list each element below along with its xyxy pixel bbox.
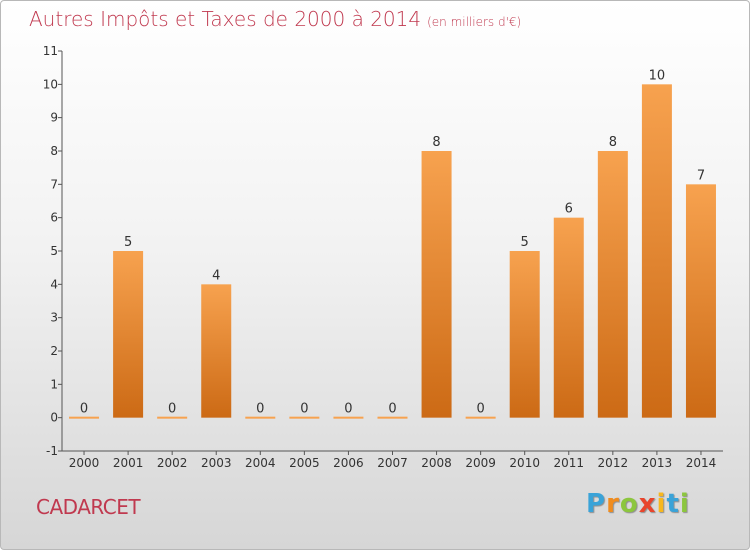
y-tick-label: 3 xyxy=(50,311,58,325)
bar xyxy=(289,416,320,419)
x-tick-label: 2006 xyxy=(333,456,364,470)
y-tick-label: 1 xyxy=(50,377,58,391)
bar xyxy=(333,416,364,419)
x-tick-label: 2012 xyxy=(598,456,629,470)
data-label: 4 xyxy=(212,268,220,283)
data-label: 0 xyxy=(80,402,88,417)
x-tick-label: 2007 xyxy=(377,456,408,470)
chart-subtitle: (en milliers d'€) xyxy=(427,15,522,29)
x-tick-label: 2002 xyxy=(157,456,188,470)
data-label: 0 xyxy=(256,402,264,417)
bar xyxy=(685,184,716,418)
bar xyxy=(509,251,540,418)
data-label: 8 xyxy=(609,135,617,150)
bar xyxy=(553,217,584,418)
x-tick-label: 2010 xyxy=(509,456,540,470)
x-tick-label: 2011 xyxy=(553,456,584,470)
y-tick-label: 2 xyxy=(50,344,58,358)
y-tick-label: 11 xyxy=(43,44,58,58)
bar xyxy=(421,151,452,418)
data-label: 0 xyxy=(344,402,352,417)
bar xyxy=(465,416,496,419)
data-label: 6 xyxy=(565,202,573,217)
data-label: 0 xyxy=(168,402,176,417)
x-tick-label: 2001 xyxy=(113,456,144,470)
y-tick-label: 7 xyxy=(50,177,58,191)
y-tick-label: 5 xyxy=(50,244,58,258)
y-tick-label: 0 xyxy=(50,411,58,425)
data-label: 0 xyxy=(476,402,484,417)
x-tick-label: 2013 xyxy=(642,456,673,470)
bar xyxy=(157,416,188,419)
data-label: 10 xyxy=(649,68,666,83)
x-tick-label: 2014 xyxy=(686,456,717,470)
proxiti-logo: Proxiti xyxy=(586,489,690,519)
y-tick-label: -1 xyxy=(46,444,58,458)
y-tick-label: 10 xyxy=(43,77,58,91)
data-label: 0 xyxy=(300,402,308,417)
x-tick-label: 2003 xyxy=(201,456,232,470)
y-tick-label: 8 xyxy=(50,144,58,158)
x-tick-label: 2005 xyxy=(289,456,320,470)
bar xyxy=(245,416,276,419)
x-tick-label: 2008 xyxy=(421,456,452,470)
bar xyxy=(113,251,144,418)
chart-title: Autres Impôts et Taxes de 2000 à 2014 (en… xyxy=(29,7,521,31)
data-label: 0 xyxy=(388,402,396,417)
y-tick-label: 6 xyxy=(50,211,58,225)
x-tick-label: 2000 xyxy=(69,456,100,470)
data-label: 5 xyxy=(521,235,529,250)
bar xyxy=(201,284,232,418)
data-label: 7 xyxy=(697,168,705,183)
place-name: CADARCET xyxy=(36,495,141,519)
bar xyxy=(377,416,408,419)
chart-title-text: Autres Impôts et Taxes de 2000 à 2014 xyxy=(29,7,422,31)
x-tick-label: 2004 xyxy=(245,456,276,470)
y-tick-label: 9 xyxy=(50,111,58,125)
data-label: 8 xyxy=(432,135,440,150)
y-tick-label: 4 xyxy=(50,277,58,291)
data-label: 5 xyxy=(124,235,132,250)
bar xyxy=(597,151,628,418)
bar xyxy=(641,84,672,418)
x-tick-label: 2009 xyxy=(465,456,496,470)
bar xyxy=(69,416,100,419)
